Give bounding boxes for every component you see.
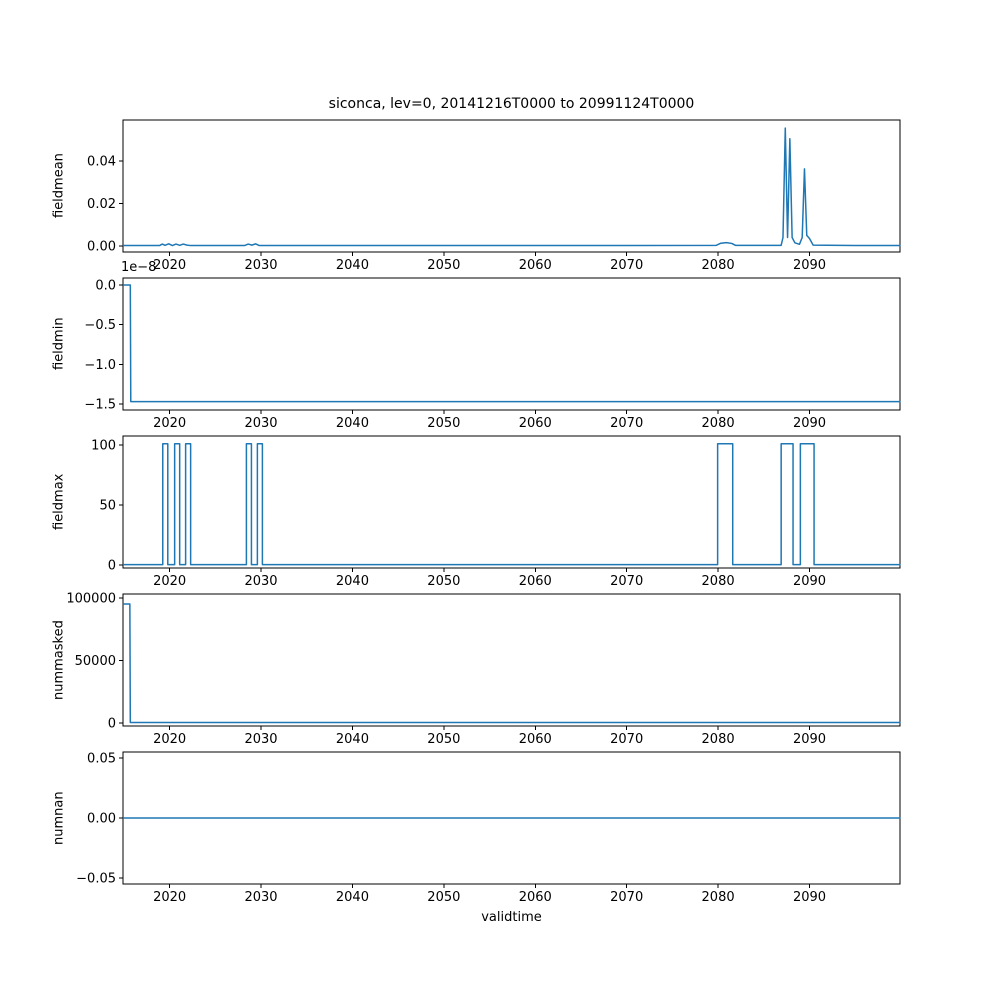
x-tick-label: 2090 xyxy=(793,890,826,905)
subplot-fieldmax: 0 50 100 2020 2030 2040 2050 2060 2070 2080 2090 xyxy=(91,435,901,589)
series-line-fieldmax xyxy=(122,443,901,566)
subplot-numnan: −0.05 0.00 0.05 2020 2030 2040 2050 2060 2070 208… xyxy=(76,751,901,905)
x-tick-label: 2050 xyxy=(427,416,460,431)
x-tick-label: 2030 xyxy=(244,890,277,905)
x-tick-label: 2030 xyxy=(244,574,277,589)
x-tick-label: 2050 xyxy=(427,890,460,905)
x-tick-label: 2040 xyxy=(336,258,369,273)
x-tick-label: 2030 xyxy=(244,416,277,431)
y-tick-label: 100000 xyxy=(66,592,116,607)
ylabel-fieldmin: fieldmin xyxy=(51,317,67,371)
y-tick-label: 0.00 xyxy=(87,240,116,255)
ylabel-fieldmax: fieldmax xyxy=(51,473,67,531)
x-tick-label: 2050 xyxy=(427,574,460,589)
subplot-fieldmin: 0.0 −0.5 −1.0 −1.5 2020 2030 2040 2050 2060 2070 2… xyxy=(84,277,901,431)
x-tick-label: 2070 xyxy=(610,258,643,273)
y-tick-label: −0.5 xyxy=(84,318,116,333)
x-tick-label: 2030 xyxy=(244,258,277,273)
x-tick-label: 2090 xyxy=(793,574,826,589)
x-tick-label: 2090 xyxy=(793,258,826,273)
y-tick-label: 0 xyxy=(108,559,116,574)
x-tick-label: 2080 xyxy=(702,890,735,905)
x-tick-label: 2050 xyxy=(427,732,460,747)
ylabel-nummasked: nummasked xyxy=(51,620,67,700)
subplot-nummasked: 0 50000 100000 2020 2030 2040 2050 2060 2070 2080… xyxy=(66,592,901,747)
x-tick-label: 2060 xyxy=(519,732,552,747)
y-tick-label: 0.00 xyxy=(87,812,116,827)
x-tick-label: 2040 xyxy=(336,416,369,431)
y-axis-offset-text: 1e−8 xyxy=(121,260,157,275)
x-tick-label: 2030 xyxy=(244,732,277,747)
y-tick-label: −1.5 xyxy=(84,398,116,413)
x-tick-label: 2040 xyxy=(336,732,369,747)
axes-frame-nummasked xyxy=(122,593,901,727)
y-tick-label: 0.0 xyxy=(95,279,116,294)
figure-title: siconca, lev=0, 20141216T0000 to 2099112… xyxy=(328,96,695,112)
x-tick-label: 2050 xyxy=(427,258,460,273)
series-line-nummasked xyxy=(122,603,901,724)
axes-frame-fieldmax xyxy=(122,435,901,569)
x-tick-label: 2080 xyxy=(702,416,735,431)
x-tick-label: 2090 xyxy=(793,416,826,431)
x-tick-label: 2020 xyxy=(153,574,186,589)
x-tick-label: 2080 xyxy=(702,732,735,747)
x-tick-label: 2040 xyxy=(336,574,369,589)
x-tick-label: 2080 xyxy=(702,574,735,589)
y-tick-label: 100 xyxy=(91,439,116,454)
y-tick-label: 50000 xyxy=(75,654,116,669)
x-tick-label: 2020 xyxy=(153,890,186,905)
x-tick-label: 2070 xyxy=(610,574,643,589)
x-tick-label: 2090 xyxy=(793,732,826,747)
axes-frame-fieldmin xyxy=(122,277,901,411)
y-tick-label: 50 xyxy=(99,499,116,514)
y-tick-label: −1.0 xyxy=(84,358,116,373)
y-tick-label: 0.04 xyxy=(87,155,116,170)
y-tick-label: 0 xyxy=(108,717,116,732)
x-tick-label: 2060 xyxy=(519,890,552,905)
x-tick-label: 2070 xyxy=(610,890,643,905)
x-tick-label: 2060 xyxy=(519,416,552,431)
x-tick-label: 2060 xyxy=(519,574,552,589)
y-tick-label: 0.02 xyxy=(87,197,116,212)
x-tick-label: 2040 xyxy=(336,890,369,905)
series-line-fieldmin xyxy=(122,284,901,403)
x-tick-label: 2020 xyxy=(153,258,186,273)
y-tick-label: 0.05 xyxy=(87,752,116,767)
x-tick-label: 2080 xyxy=(702,258,735,273)
ylabel-numnan: numnan xyxy=(51,791,67,845)
series-line-fieldmean xyxy=(122,127,901,247)
ylabel-fieldmean: fieldmean xyxy=(51,153,67,219)
x-tick-label: 2020 xyxy=(153,732,186,747)
x-axis-label: validtime xyxy=(481,910,542,925)
x-tick-label: 2060 xyxy=(519,258,552,273)
subplot-fieldmean: 0.00 0.02 0.04 2020 2030 2040 2050 2060 2070 2080… xyxy=(87,119,901,273)
x-tick-label: 2070 xyxy=(610,732,643,747)
x-tick-label: 2020 xyxy=(153,416,186,431)
y-tick-label: −0.05 xyxy=(76,872,116,887)
axes-frame-fieldmean xyxy=(122,119,901,253)
x-tick-label: 2070 xyxy=(610,416,643,431)
